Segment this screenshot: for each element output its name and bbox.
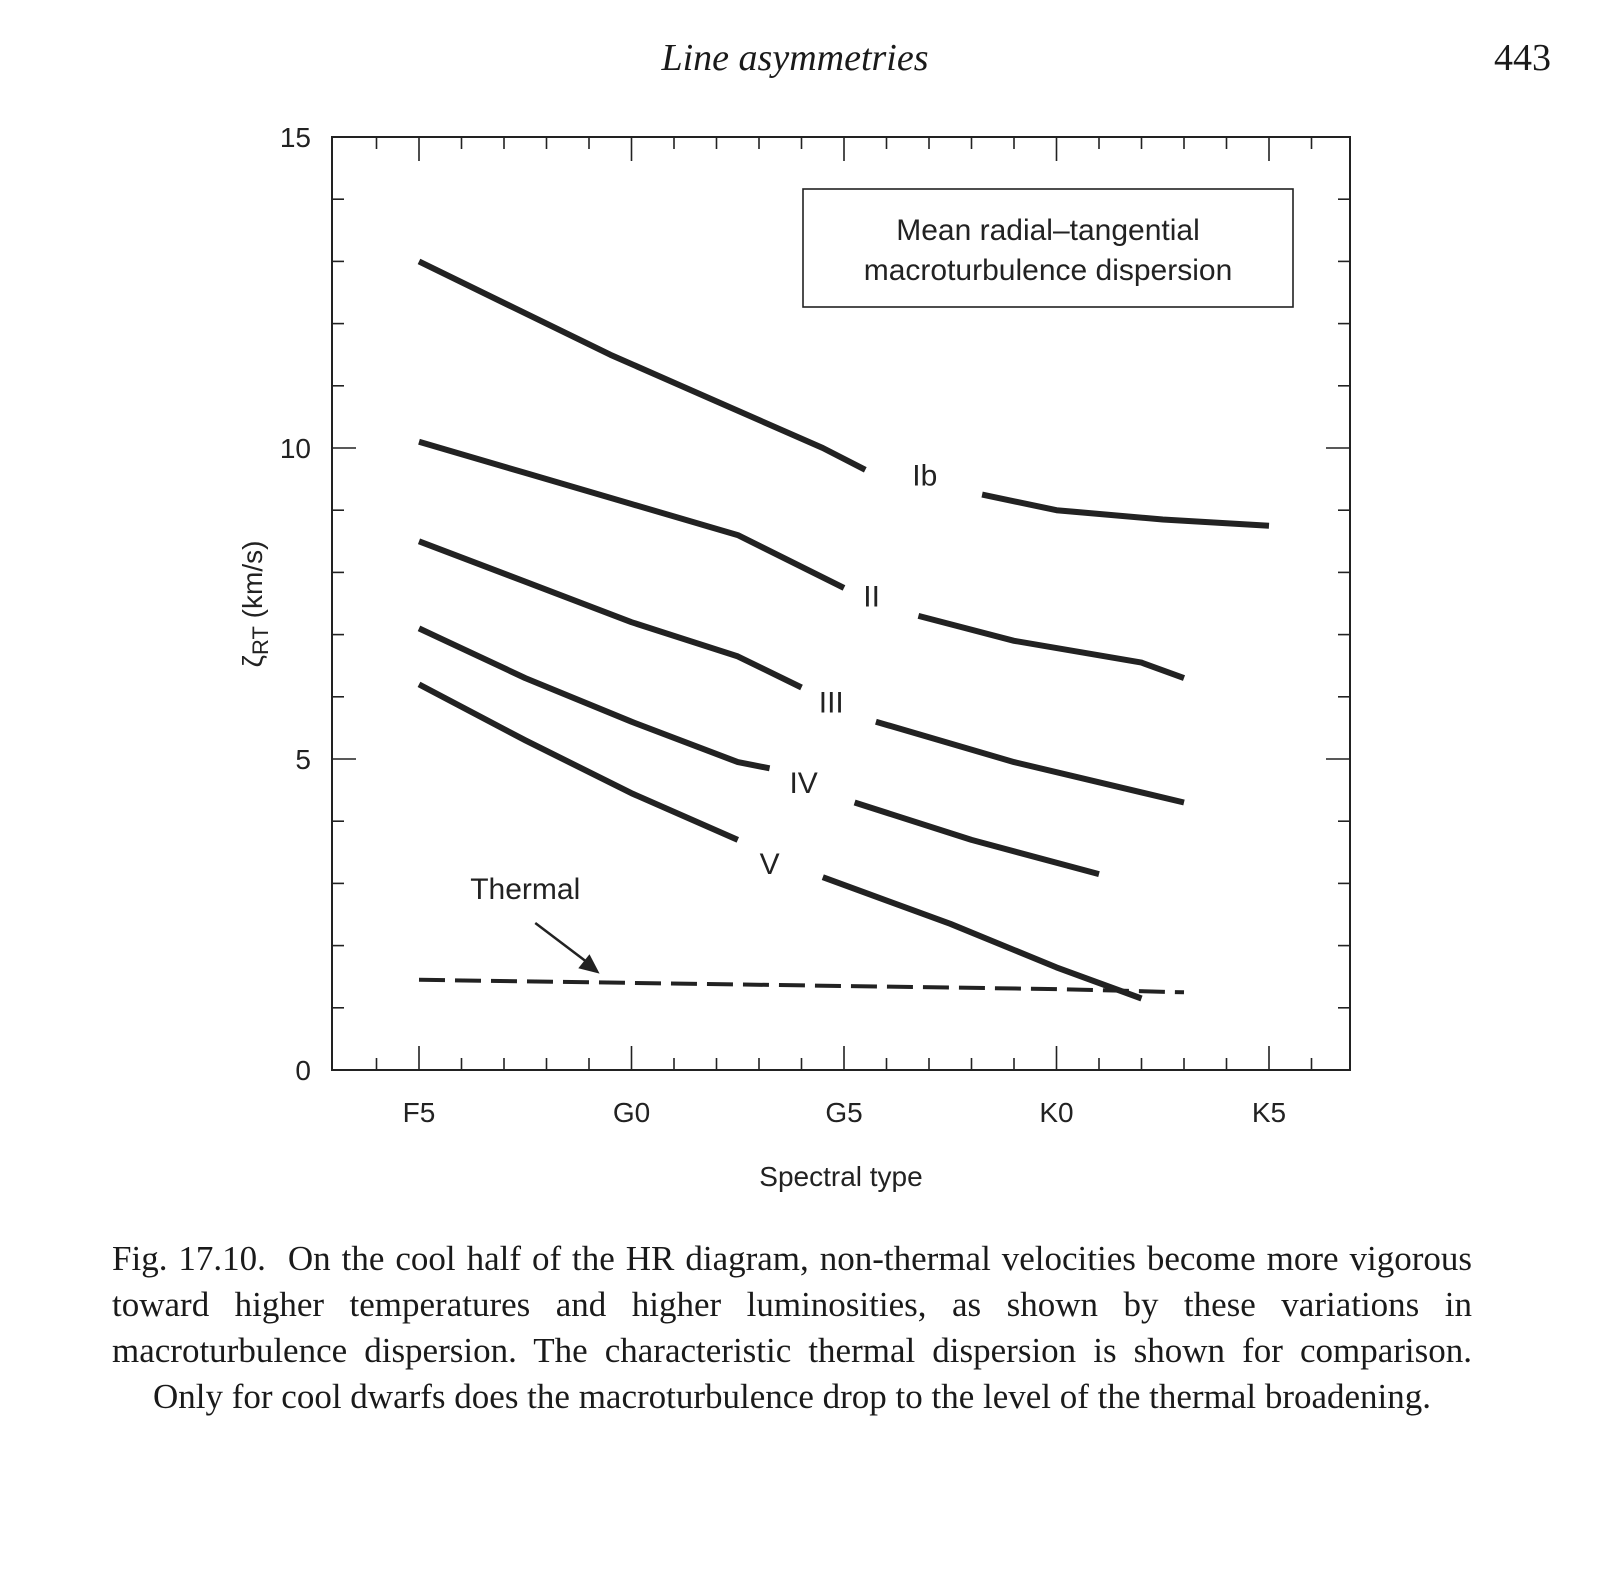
running-head: Line asymmetries 443 (0, 30, 1607, 90)
running-head-title: Line asymmetries (661, 37, 929, 79)
y-axis-label: ζRT (km/s) (237, 541, 273, 668)
y-tick-label: 0 (295, 1055, 311, 1086)
series-line-iv (417, 625, 771, 772)
legend-box-line: Mean radial–tangential (896, 214, 1200, 247)
annotation-v: V (760, 848, 780, 881)
thermal-arrow-head (578, 954, 600, 974)
series-line-v (417, 681, 740, 843)
x-tick-label: K0 (1039, 1097, 1073, 1128)
series-line-thermal (418, 977, 1185, 995)
y-axis-label-unit: (km/s) (237, 541, 268, 627)
annotation-iv: IV (789, 767, 817, 800)
y-tick-label: 15 (280, 122, 311, 153)
series-line-iii (875, 718, 1185, 806)
annotation-iii: III (819, 686, 844, 719)
caption-text: On the cool half of the HR diagram, non-… (112, 1239, 1472, 1416)
page-number: 443 (1494, 37, 1551, 79)
series-line-ii (917, 612, 1186, 681)
series-line-ii (418, 438, 846, 591)
figure-caption: Fig. 17.10. On the cool half of the HR di… (112, 1236, 1472, 1420)
x-axis-label: Spectral type (759, 1161, 922, 1192)
caption-label: Fig. 17.10. (112, 1239, 266, 1278)
annotation-ii: II (863, 581, 880, 614)
plot-frame (331, 136, 1351, 1071)
x-tick-label: G5 (825, 1097, 862, 1128)
x-tick-label: K5 (1252, 1097, 1286, 1128)
macroturbulence-chart: 0 5 10 15 F5 G0 G5 K0 K5 Spectral type ζRT (km/s) M… (237, 122, 1351, 1192)
legend-box (802, 188, 1294, 308)
series-line-ib (417, 258, 867, 473)
series-line-iii (417, 538, 803, 691)
x-tick-label: G0 (613, 1097, 650, 1128)
series-line-v (821, 874, 1143, 1002)
annotation-ib: Ib (912, 459, 937, 492)
y-axis-label-symbol: ζ (237, 655, 268, 667)
y-tick-label: 5 (295, 744, 311, 775)
annotation-thermal: Thermal (470, 873, 580, 906)
thermal-arrow-shaft (534, 921, 593, 967)
legend-box-line: macroturbulence dispersion (864, 254, 1233, 287)
series-line-ib (981, 491, 1270, 529)
series-line-iv (853, 799, 1100, 877)
y-tick-label: 10 (280, 433, 311, 464)
x-tick-label: F5 (403, 1097, 436, 1128)
y-axis-label-subscript: RT (248, 626, 273, 655)
